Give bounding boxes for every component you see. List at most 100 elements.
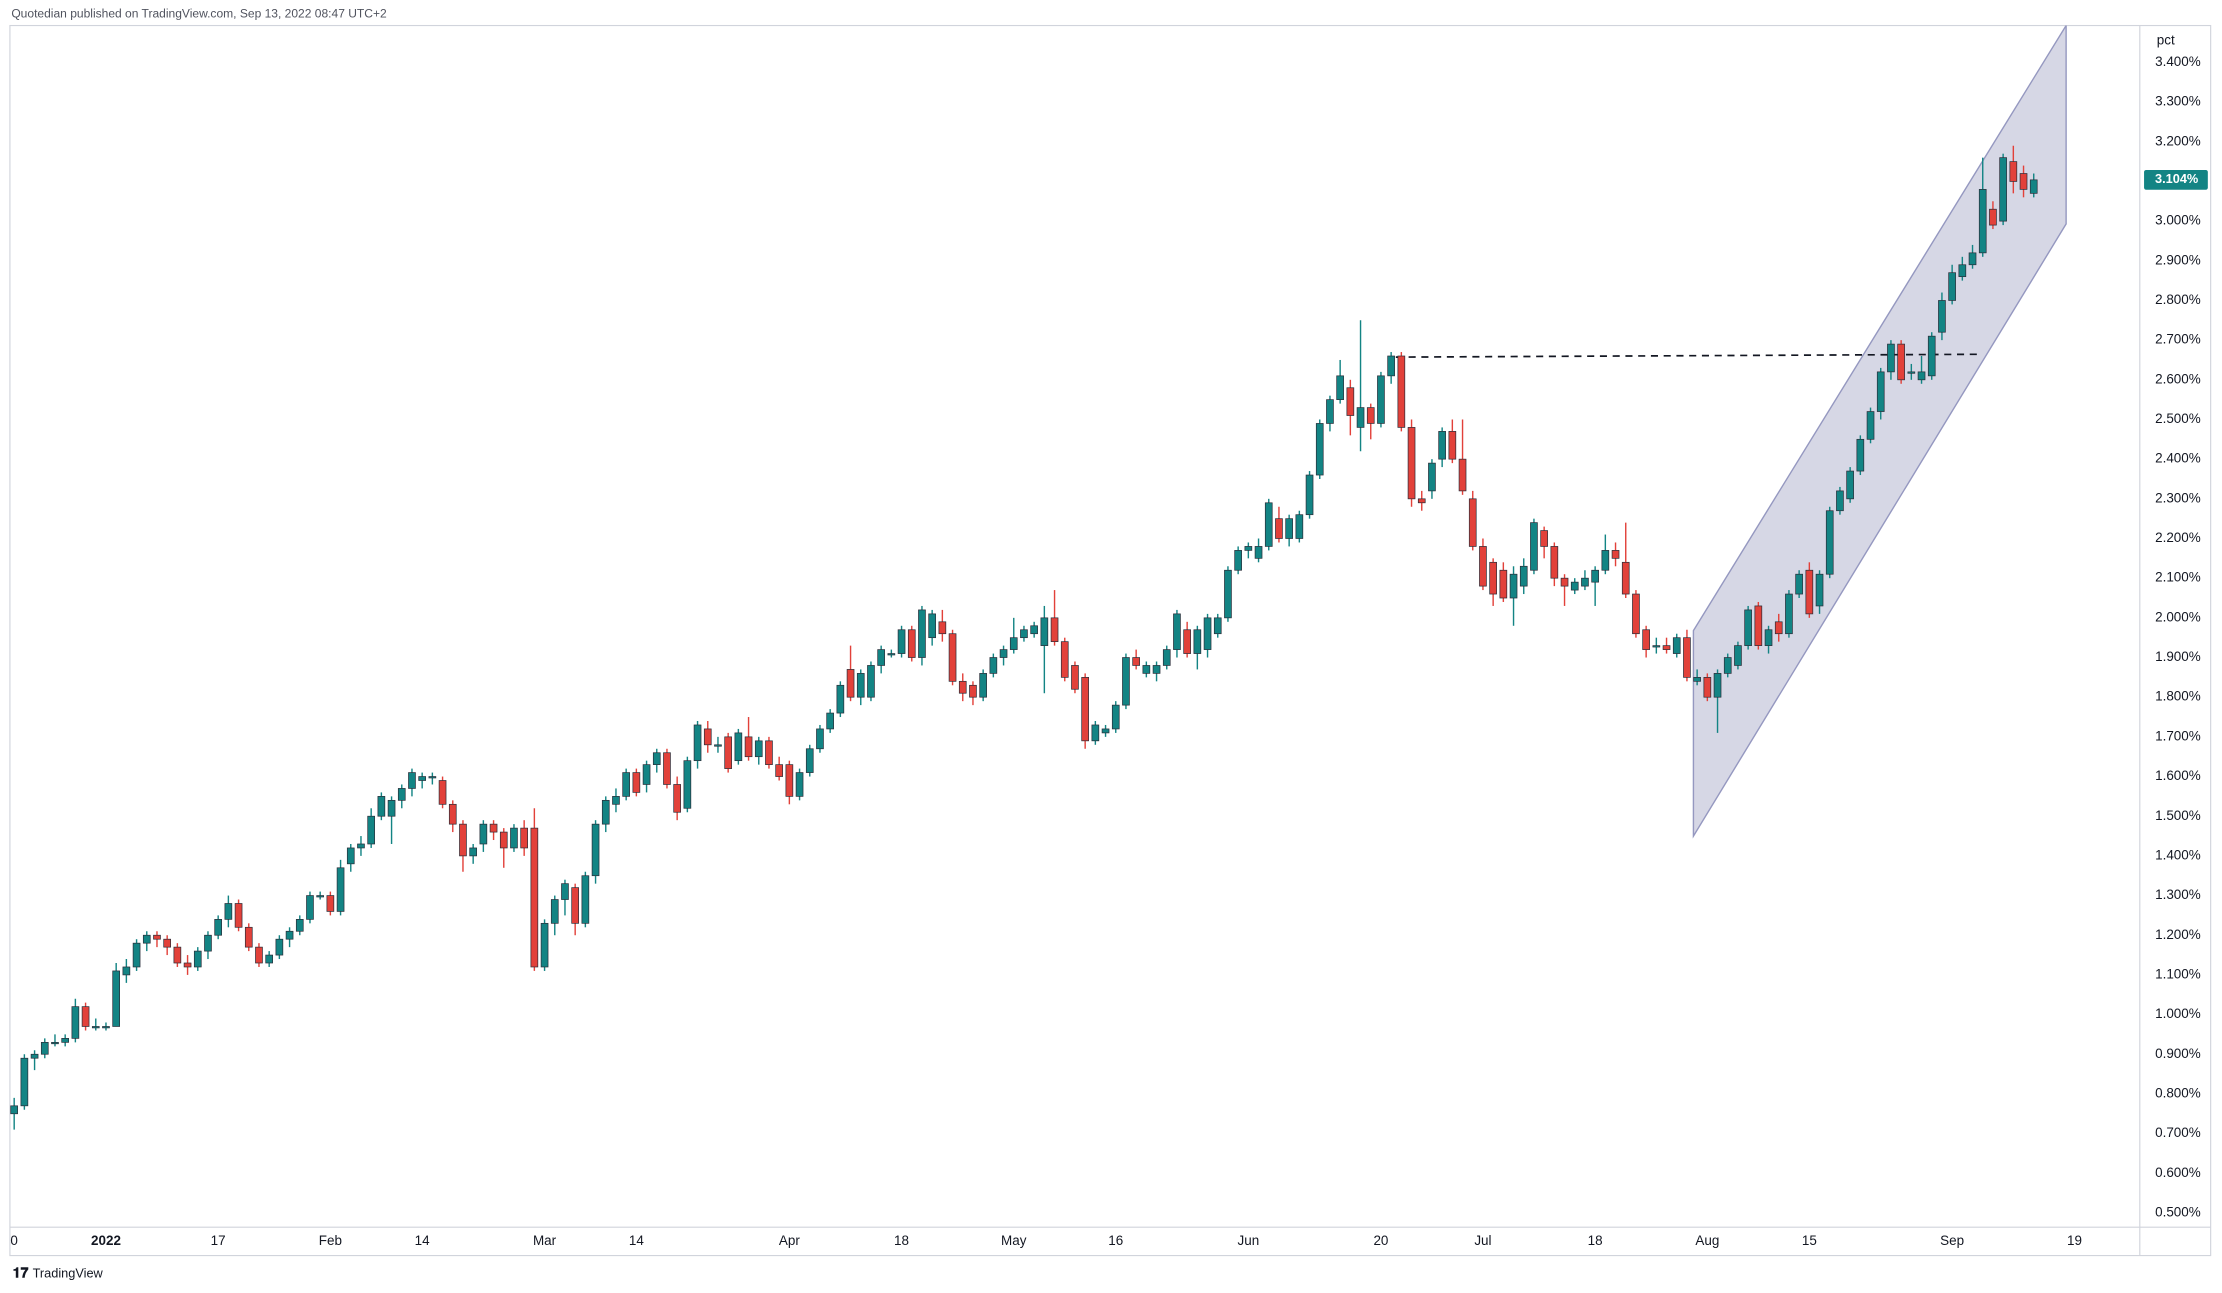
candle-body [295,919,304,932]
candle-body [1275,518,1283,539]
candle-body [612,796,620,805]
x-tick-label: Feb [319,1233,342,1248]
candle-body [112,970,120,1027]
y-tick-label: 2.600% [2155,371,2201,386]
candle-body [397,788,406,801]
candle-body [1805,569,1814,615]
candle-body [1723,657,1732,674]
candle-body [1315,423,1324,476]
candle-body [816,728,824,750]
candle-body [30,1053,39,1059]
candle-body [387,799,396,817]
y-tick-label: 0.700% [2155,1125,2201,1140]
candle-body [1285,518,1293,539]
candle-body [1917,371,1926,381]
candle-body [1907,371,1916,374]
candle-body [40,1041,49,1055]
candle-body [897,629,906,654]
candle-body [1244,546,1253,551]
y-tick-label: 1.700% [2155,728,2201,743]
y-tick-label: 1.100% [2155,966,2201,981]
y-tick-label: 0.800% [2155,1085,2201,1100]
candle-body [234,903,243,928]
candle-body [1581,577,1589,587]
candle-body [1642,629,1650,650]
y-tick-label: 1.300% [2155,887,2201,902]
candle-body [438,780,447,805]
candle-body [71,1006,80,1039]
candle-body [469,847,477,857]
logo-mark: 𝟏𝟕 [13,1266,29,1282]
candle-body [1203,617,1212,650]
candle-body [1652,645,1661,648]
candle-body [571,887,579,924]
candle-body [1213,617,1222,635]
candle-body [1448,431,1457,460]
candle-body [2029,179,2038,194]
candle-body [724,736,732,769]
candle-body [1601,550,1610,571]
candle-body [1550,546,1559,579]
candle-body [1428,462,1436,492]
candle-body [1458,458,1467,492]
candle-body [316,895,324,898]
candle-body [1866,411,1875,440]
candle-body [10,1105,18,1115]
candle-body [673,784,681,813]
candle-body [142,934,151,944]
candle-body [561,883,569,900]
candle-body [867,665,875,698]
x-tick-label: 15 [1802,1233,1817,1248]
x-tick-label: Jun [1237,1233,1259,1248]
last-price-label: 3.104% [2155,171,2198,186]
candle-body [459,823,467,857]
candle-body [163,938,171,948]
candle-body [1713,673,1722,698]
candle-body [1774,621,1783,635]
x-tick-label: 20 [1373,1233,1388,1248]
last-price-badge [2144,169,2208,190]
candle-body [958,680,967,694]
candle-body [1836,490,1844,512]
y-tick-label: 3.000% [2155,213,2201,228]
candle-body [601,799,610,825]
logo-text: TradingView [33,1265,104,1280]
candle-body [1397,355,1406,428]
y-tick-label: 1.900% [2155,649,2201,664]
candle-body [153,934,161,940]
y-tick-label: 3.400% [2155,54,2201,69]
candle-body [122,966,131,976]
candle-body [1173,613,1181,650]
candle-body [1999,157,2007,222]
x-tick-label: 2022 [91,1233,121,1248]
candle-body [275,938,284,956]
x-tick-label: May [1001,1233,1027,1248]
candle-body [1101,728,1110,734]
candle-body [1785,593,1793,635]
y-tick-label: 2.400% [2155,451,2201,466]
x-tick-label: 14 [415,1233,430,1248]
candle-body [999,649,1008,658]
candle-body [1132,657,1140,666]
candle-body [1795,573,1803,595]
x-tick-label: 16 [1108,1233,1123,1248]
candle-body [1989,208,1997,226]
candle-body [1152,665,1161,674]
candle-body [306,895,314,920]
candle-body [1948,272,1956,301]
candle-body [1193,629,1202,654]
candle-body [51,1041,59,1045]
candle-body [1356,407,1365,428]
candle-body [81,1006,90,1027]
candle-body [1417,498,1426,504]
candle-body [1091,724,1100,742]
publish-header: Quotedian published on TradingView.com, … [11,6,387,20]
candle-body [785,764,794,797]
candle-body [1040,617,1049,646]
candle-body [244,926,253,948]
candle-body [1122,657,1130,706]
candle-body [448,803,457,825]
candle-body [1764,629,1773,646]
candle-body [1060,641,1069,678]
